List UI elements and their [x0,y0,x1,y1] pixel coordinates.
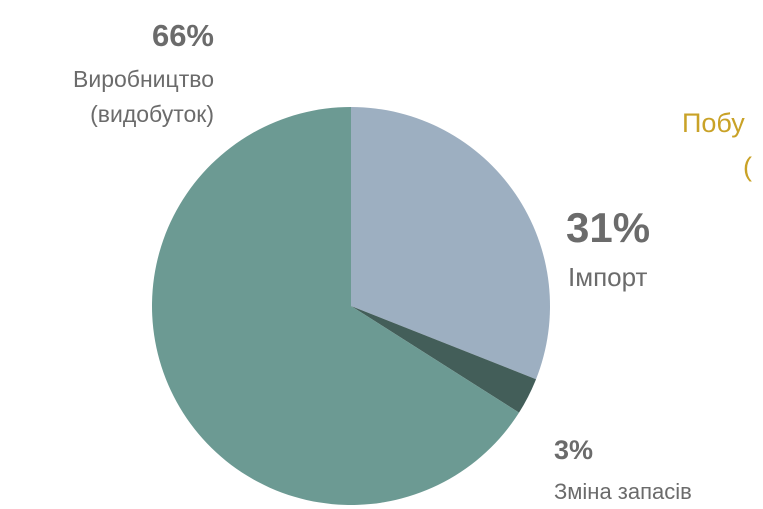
cropped-heading-text: Побу [682,108,745,138]
slice-label-stock-change: Зміна запасів [554,479,692,504]
slice-label-production-line2: (видобуток) [90,101,214,127]
pie-slice-production [151,107,520,506]
slice-value-label-production: 66% [152,18,214,53]
slice-label-import: Імпорт [568,262,648,292]
cropped-heading-text-line2: ( [743,152,752,182]
slice-label-production-line1: Виробництво [73,66,214,92]
pie-slices [151,107,550,506]
slice-value-label-stock-change: 3% [554,435,593,465]
pie-slice-stock-change [351,306,537,413]
pie-slice-import [351,107,550,380]
slice-value-label-import: 31% [566,204,650,251]
